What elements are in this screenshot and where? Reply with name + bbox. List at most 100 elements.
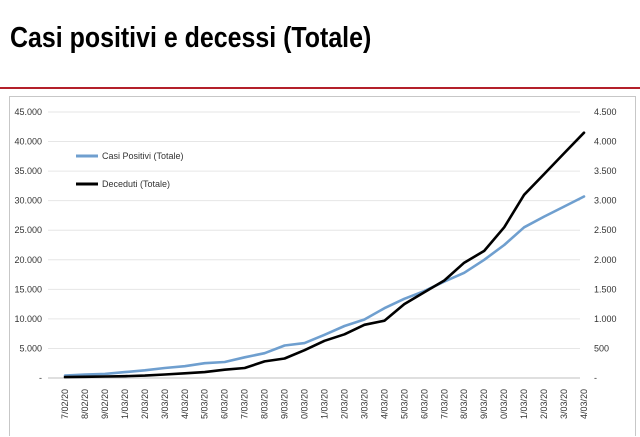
data-point (283, 357, 286, 360)
data-point (223, 361, 226, 363)
data-point (363, 318, 366, 321)
data-point (403, 298, 406, 300)
y-right-tick-label: 4.500 (594, 107, 617, 117)
data-point (383, 319, 386, 322)
data-point (184, 372, 186, 375)
x-tick-label: 9/03/20 (280, 389, 290, 419)
legend-label-0: Casi Positivi (Totale) (102, 151, 184, 161)
data-point (463, 261, 466, 264)
data-point (543, 215, 545, 218)
data-point (463, 272, 466, 274)
data-point (343, 333, 346, 336)
y-right-tick-label: 1.000 (594, 314, 617, 324)
data-point (563, 152, 565, 155)
x-tick-label: 0/03/20 (300, 389, 310, 419)
y-right-tick-label: 2.500 (594, 225, 617, 235)
y-left-tick-label: 25.000 (14, 225, 42, 235)
data-point (104, 373, 106, 375)
x-tick-label: 3/03/20 (559, 389, 569, 419)
data-point (124, 375, 126, 378)
x-tick-label: 7/02/20 (60, 389, 70, 419)
title-divider (0, 87, 640, 89)
y-right-tick-label: 1.500 (594, 284, 617, 294)
data-point (124, 371, 126, 373)
data-point (164, 367, 166, 369)
y-left-tick-label: 45.000 (14, 107, 42, 117)
data-point (263, 360, 266, 363)
data-point (523, 194, 525, 196)
data-point (164, 373, 166, 376)
data-point (84, 373, 86, 376)
y-right-tick-label: 500 (594, 343, 609, 353)
data-point (323, 340, 326, 342)
x-tick-label: 2/03/20 (140, 389, 150, 419)
data-point (104, 375, 106, 378)
data-point (343, 325, 346, 327)
x-tick-label: 4/03/20 (379, 389, 389, 419)
data-point (583, 195, 585, 198)
data-point (423, 291, 426, 294)
x-tick-label: 8/02/20 (80, 389, 90, 419)
x-tick-label: 9/02/20 (100, 389, 110, 419)
data-point (283, 344, 286, 347)
y-left-tick-label: 40.000 (14, 137, 42, 147)
x-tick-label: 8/03/20 (260, 389, 270, 419)
x-tick-label: 5/03/20 (399, 389, 409, 419)
data-point (483, 250, 486, 252)
y-right-tick-label: 4.000 (594, 137, 617, 147)
data-point (543, 173, 545, 175)
y-left-tick-label: 10.000 (14, 314, 42, 324)
x-tick-label: 9/03/20 (479, 389, 489, 419)
y-right-tick-label: - (594, 373, 597, 383)
line-chart: - 5.000 10.000 15.000 20.000 25.000 30.000 35.0… (14, 107, 617, 419)
data-point (144, 374, 146, 377)
x-tick-label: 7/03/20 (240, 389, 250, 419)
legend-label-1: Deceduti (Totale) (102, 179, 170, 189)
x-tick-label: 8/03/20 (459, 389, 469, 419)
x-tick-label: 5/03/20 (200, 389, 210, 419)
x-tick-label: 3/03/20 (359, 389, 369, 419)
data-point (243, 367, 246, 369)
data-point (523, 226, 525, 229)
data-point (303, 349, 306, 351)
data-point (263, 352, 266, 354)
x-tick-label: 2/03/20 (339, 389, 349, 419)
x-tick-label: 1/03/20 (519, 389, 529, 419)
y-right-tick-label: 3.500 (594, 166, 617, 176)
x-tick-label: 2/03/20 (539, 389, 549, 419)
x-tick-label: 1/03/20 (120, 389, 130, 419)
x-tick-label: 4/03/20 (180, 389, 190, 419)
y-left-tick-label: 30.000 (14, 196, 42, 206)
data-point (303, 342, 306, 344)
data-point (503, 226, 506, 229)
x-tick-label: 6/03/20 (419, 389, 429, 419)
data-point (483, 259, 486, 261)
data-point (363, 324, 366, 326)
x-tick-label: 3/03/20 (160, 389, 170, 419)
data-point (583, 131, 585, 134)
data-point (203, 371, 206, 373)
data-point (563, 205, 565, 208)
data-point (184, 365, 186, 368)
data-point (323, 334, 326, 336)
y-left-tick-label: 35.000 (14, 166, 42, 176)
data-point (64, 376, 66, 378)
data-point (223, 368, 226, 371)
x-tick-label: 4/03/20 (579, 389, 589, 419)
data-point (403, 303, 406, 305)
slide-title: Casi positivi e decessi (Totale) (10, 22, 372, 54)
y-left-tick-label: 15.000 (14, 284, 42, 294)
data-point (203, 362, 206, 365)
y-right-tick-label: 2.000 (594, 255, 617, 265)
x-tick-label: 0/03/20 (499, 389, 509, 419)
x-tick-label: 7/03/20 (439, 389, 449, 419)
data-point (443, 279, 446, 282)
x-tick-label: 6/03/20 (220, 389, 230, 419)
chart-frame: - 5.000 10.000 15.000 20.000 25.000 30.000 35.0… (9, 96, 636, 436)
data-point (144, 369, 146, 372)
y-left-tick-label: 20.000 (14, 255, 42, 265)
y-right-tick-label: 3.000 (594, 196, 617, 206)
data-point (383, 307, 386, 309)
data-point (503, 244, 506, 246)
y-left-tick-label: 5.000 (19, 343, 42, 353)
